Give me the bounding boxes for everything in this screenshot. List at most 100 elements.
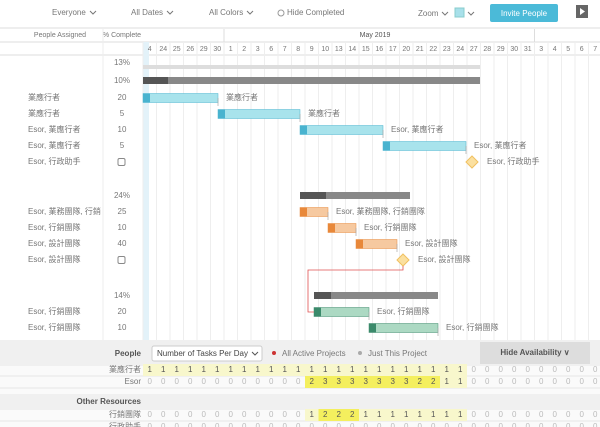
day-label: 10 — [321, 46, 329, 53]
load-value: 0 — [566, 422, 571, 427]
caret — [467, 11, 475, 16]
load-value: 1 — [377, 365, 382, 374]
day-label: 23 — [443, 46, 451, 53]
project-percent: 13% — [114, 58, 130, 67]
load-value: 0 — [553, 377, 558, 386]
load-value: 0 — [566, 365, 571, 374]
load-value: 2 — [310, 377, 315, 386]
day-label: 7 — [283, 46, 287, 53]
day-label: 15 — [362, 46, 370, 53]
task-percent: 10 — [118, 125, 127, 134]
load-value: 1 — [364, 410, 369, 419]
color-swatch[interactable] — [454, 7, 465, 18]
load-value: 0 — [445, 422, 450, 427]
load-cell — [345, 364, 359, 376]
day-label: 3 — [256, 46, 260, 53]
load-value: 0 — [296, 410, 301, 419]
day-label: 24 — [456, 46, 464, 53]
load-value: 0 — [485, 365, 490, 374]
load-value: 0 — [202, 410, 207, 419]
load-cell — [224, 364, 238, 376]
load-value: 1 — [364, 365, 369, 374]
load-value: 0 — [485, 410, 490, 419]
bar-label: Esor, 行政助手 — [487, 156, 539, 166]
checkbox — [117, 256, 126, 264]
task-progress — [218, 109, 225, 119]
load-cell — [399, 409, 413, 421]
task-assignee: Esor, 行政助手 — [28, 156, 80, 166]
group-percent: 14% — [114, 291, 130, 300]
hide-availability-btn[interactable] — [480, 342, 590, 364]
zoom[interactable]: Zoom — [418, 9, 439, 18]
load-cell — [453, 376, 467, 388]
load-cell — [359, 376, 373, 388]
load-cell — [210, 364, 224, 376]
load-value: 0 — [485, 422, 490, 427]
load-value: 0 — [472, 377, 477, 386]
load-value: 0 — [431, 422, 436, 427]
load-value: 3 — [404, 377, 409, 386]
load-value: 1 — [431, 365, 436, 374]
day-label: 9 — [310, 46, 314, 53]
hide-completed[interactable]: Hide Completed — [287, 8, 344, 17]
load-value: 1 — [445, 365, 450, 374]
day-label: 17 — [389, 46, 397, 53]
load-cell — [386, 409, 400, 421]
load-value: 2 — [431, 377, 436, 386]
radio-on[interactable] — [272, 351, 276, 355]
load-value: 1 — [148, 365, 153, 374]
colors-filter[interactable]: All Colors — [209, 8, 243, 17]
load-value: 0 — [256, 377, 261, 386]
load-value: 0 — [175, 422, 180, 427]
load-cell — [440, 364, 454, 376]
day-label: 21 — [416, 46, 424, 53]
bar-label: Esor, 行銷團隊 — [364, 222, 416, 232]
load-value: 1 — [337, 365, 342, 374]
radio-off[interactable] — [358, 351, 362, 355]
task-assignee: Esor, 行銷團隊 — [28, 306, 80, 316]
load-value: 0 — [229, 377, 234, 386]
load-cell — [332, 376, 346, 388]
load-cell — [413, 409, 427, 421]
day-label: 24 — [159, 46, 167, 53]
load-value: 0 — [593, 422, 598, 427]
load-value: 1 — [202, 365, 207, 374]
invite-button[interactable] — [490, 4, 558, 22]
day-label: 16 — [375, 46, 383, 53]
load-value: 0 — [499, 422, 504, 427]
invite-label: Invite People — [501, 9, 548, 18]
load-value: 0 — [377, 422, 382, 427]
load-value: 0 — [499, 410, 504, 419]
task-bar — [299, 125, 384, 135]
day-label: 8 — [296, 46, 300, 53]
people-filter[interactable]: Everyone — [52, 8, 86, 17]
radio[interactable] — [277, 9, 285, 17]
task-progress — [356, 239, 363, 249]
day-label: 4 — [148, 46, 152, 53]
load-cell — [170, 364, 184, 376]
load-value: 0 — [526, 377, 531, 386]
load-value: 3 — [364, 377, 369, 386]
load-value: 0 — [526, 422, 531, 427]
caret — [441, 11, 449, 16]
metric-select[interactable] — [151, 345, 263, 362]
load-value: 3 — [391, 377, 396, 386]
task-percent: 20 — [118, 307, 127, 316]
dates-filter[interactable]: All Dates — [131, 8, 163, 17]
day-label: 29 — [200, 46, 208, 53]
load-value: 0 — [229, 410, 234, 419]
bar-label: Esor, 業務團隊, 行銷團隊 — [336, 206, 425, 216]
load-value: 0 — [364, 422, 369, 427]
load-value: 1 — [242, 365, 247, 374]
month-label: May 2019 — [360, 32, 391, 39]
day-label: 30 — [510, 46, 518, 53]
load-cell — [359, 409, 373, 421]
task-percent: 10 — [118, 223, 127, 232]
load-value: 0 — [215, 410, 220, 419]
other-resources: Other Resources — [77, 397, 142, 406]
milestone — [465, 155, 479, 169]
load-value: 0 — [202, 422, 207, 427]
task-bar — [368, 323, 439, 333]
load-value: 1 — [229, 365, 234, 374]
task-progress — [143, 93, 150, 103]
